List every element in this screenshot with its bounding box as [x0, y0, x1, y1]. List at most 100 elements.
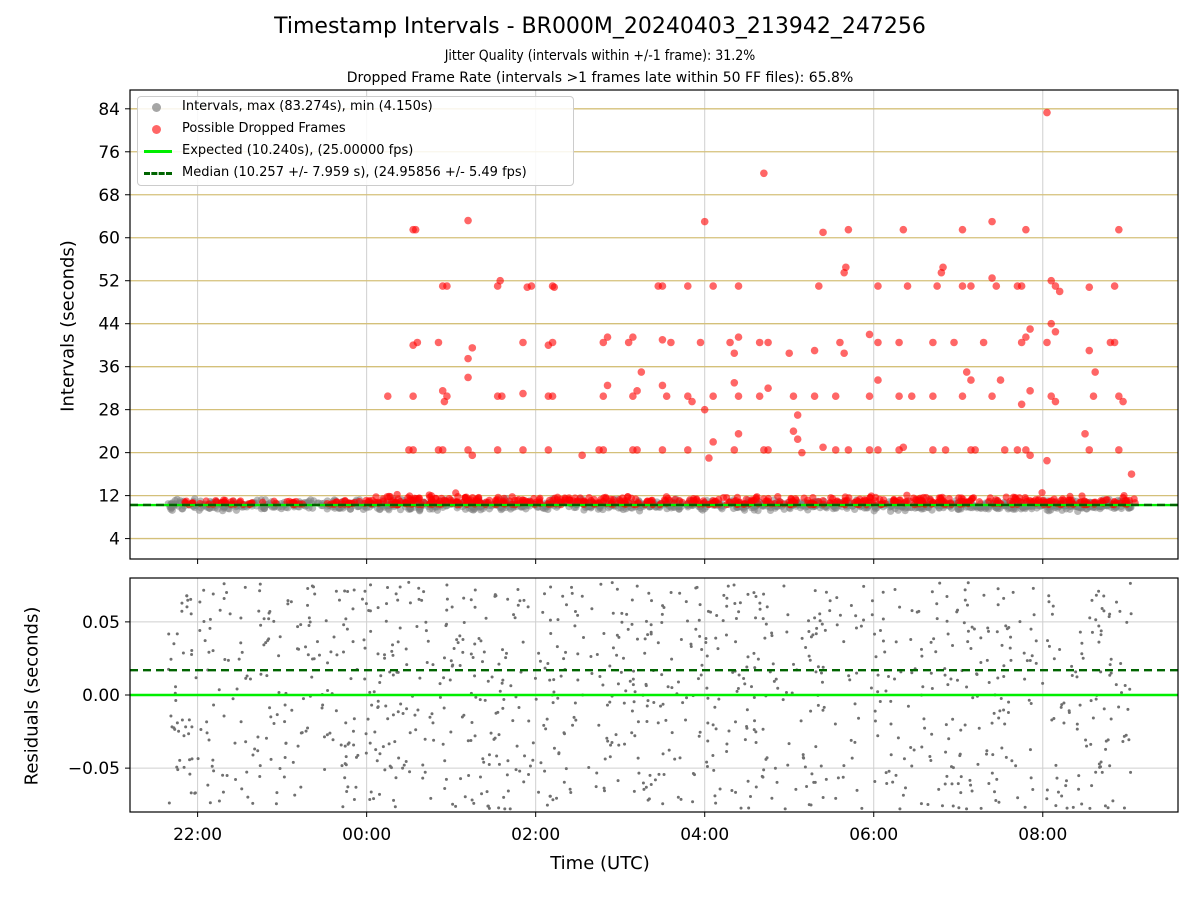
- residual-point: [1002, 664, 1006, 668]
- residual-point: [1129, 612, 1133, 616]
- residual-point: [352, 743, 356, 747]
- chart-subtitle-jitter: Jitter Quality (intervals within +/-1 fr…: [444, 48, 756, 64]
- residual-point: [945, 594, 949, 598]
- residual-point: [1060, 703, 1064, 707]
- residual-point: [649, 782, 653, 786]
- residual-point: [337, 598, 341, 602]
- residual-point: [401, 766, 405, 770]
- residual-point: [943, 673, 947, 677]
- residual-point: [351, 607, 355, 611]
- residual-point: [1097, 640, 1101, 644]
- dropped-frame-point: [753, 493, 761, 501]
- residual-point: [716, 647, 720, 651]
- dropped-frame-point: [1017, 338, 1026, 347]
- residual-point: [733, 720, 737, 724]
- dropped-frame-point: [819, 228, 827, 237]
- residual-point: [306, 726, 310, 730]
- residual-point: [478, 698, 482, 702]
- residual-point: [458, 634, 462, 638]
- residual-point: [323, 767, 327, 771]
- dropped-frame-point: [406, 495, 414, 503]
- residual-point: [1006, 711, 1010, 715]
- residual-point: [458, 664, 462, 668]
- legend-dropped-label: Possible Dropped Frames: [182, 121, 346, 136]
- residual-point: [424, 620, 428, 624]
- residual-point: [1100, 607, 1104, 611]
- residual-point: [685, 696, 689, 700]
- residual-point: [959, 775, 963, 779]
- residual-point: [483, 698, 487, 702]
- residual-point: [594, 785, 598, 789]
- dropped-frame-point: [519, 446, 527, 454]
- residual-point: [849, 604, 853, 608]
- residual-point: [597, 723, 601, 727]
- residual-point: [971, 696, 975, 700]
- residual-point: [518, 599, 522, 603]
- residual-point: [1055, 776, 1059, 780]
- residual-point: [531, 741, 535, 745]
- residual-point: [473, 734, 477, 738]
- residual-point: [661, 802, 665, 806]
- dropped-frame-point: [950, 338, 958, 347]
- residual-point: [645, 704, 649, 708]
- residual-point: [454, 804, 458, 808]
- residual-point: [278, 767, 282, 771]
- residual-point: [816, 665, 820, 669]
- residual-point: [188, 772, 192, 776]
- residual-point: [448, 678, 452, 682]
- residual-point: [374, 748, 378, 752]
- dropped-frame-point: [734, 333, 743, 341]
- dropped-frame-point: [967, 282, 975, 290]
- residual-point: [732, 583, 736, 587]
- residual-point: [700, 663, 704, 667]
- residual-point: [1004, 755, 1008, 759]
- dropped-frame-point: [1051, 282, 1060, 290]
- residual-point: [784, 691, 788, 695]
- residual-point: [363, 589, 367, 593]
- residual-point: [752, 651, 756, 655]
- residual-point: [743, 682, 747, 686]
- residual-point: [570, 585, 574, 589]
- dropped-frame-point: [519, 389, 527, 398]
- residual-point: [480, 660, 484, 664]
- legend-expected-line: [144, 150, 172, 153]
- residual-point: [203, 639, 207, 643]
- residual-point: [174, 685, 178, 689]
- residual-point: [264, 736, 268, 740]
- residual-point: [408, 601, 412, 605]
- residual-point: [194, 676, 198, 680]
- dropped-frame-point: [629, 333, 637, 341]
- residual-point: [573, 624, 577, 628]
- dropped-frame-point: [602, 493, 610, 501]
- dropped-frame-point: [793, 411, 802, 419]
- residual-point: [1108, 764, 1112, 768]
- dropped-frame-point: [979, 338, 988, 347]
- residual-point: [386, 717, 390, 721]
- residual-point: [1047, 600, 1051, 604]
- dropped-frame-point: [988, 392, 996, 401]
- residual-point: [938, 581, 942, 585]
- residual-point: [534, 697, 538, 701]
- residual-point: [269, 715, 273, 719]
- residual-point: [508, 807, 512, 811]
- dropped-frame-point: [1115, 446, 1123, 454]
- dropped-frame-point: [730, 349, 739, 358]
- residual-point: [647, 591, 651, 595]
- residual-point: [753, 666, 757, 670]
- residual-point: [1052, 716, 1056, 720]
- residual-point: [753, 719, 757, 723]
- residual-point: [820, 622, 824, 626]
- residual-point: [423, 737, 427, 741]
- top-y-tick-label: 4: [109, 530, 120, 550]
- residual-point: [998, 709, 1002, 713]
- residual-point: [821, 795, 825, 799]
- residual-point: [545, 717, 549, 721]
- residual-point: [391, 653, 395, 657]
- dropped-frame-point: [383, 392, 392, 401]
- residual-point: [699, 673, 703, 677]
- dropped-frame-point: [959, 495, 967, 503]
- residual-point: [253, 747, 257, 751]
- residual-point: [727, 729, 731, 733]
- residual-point: [322, 735, 326, 739]
- dropped-frame-point: [413, 338, 422, 347]
